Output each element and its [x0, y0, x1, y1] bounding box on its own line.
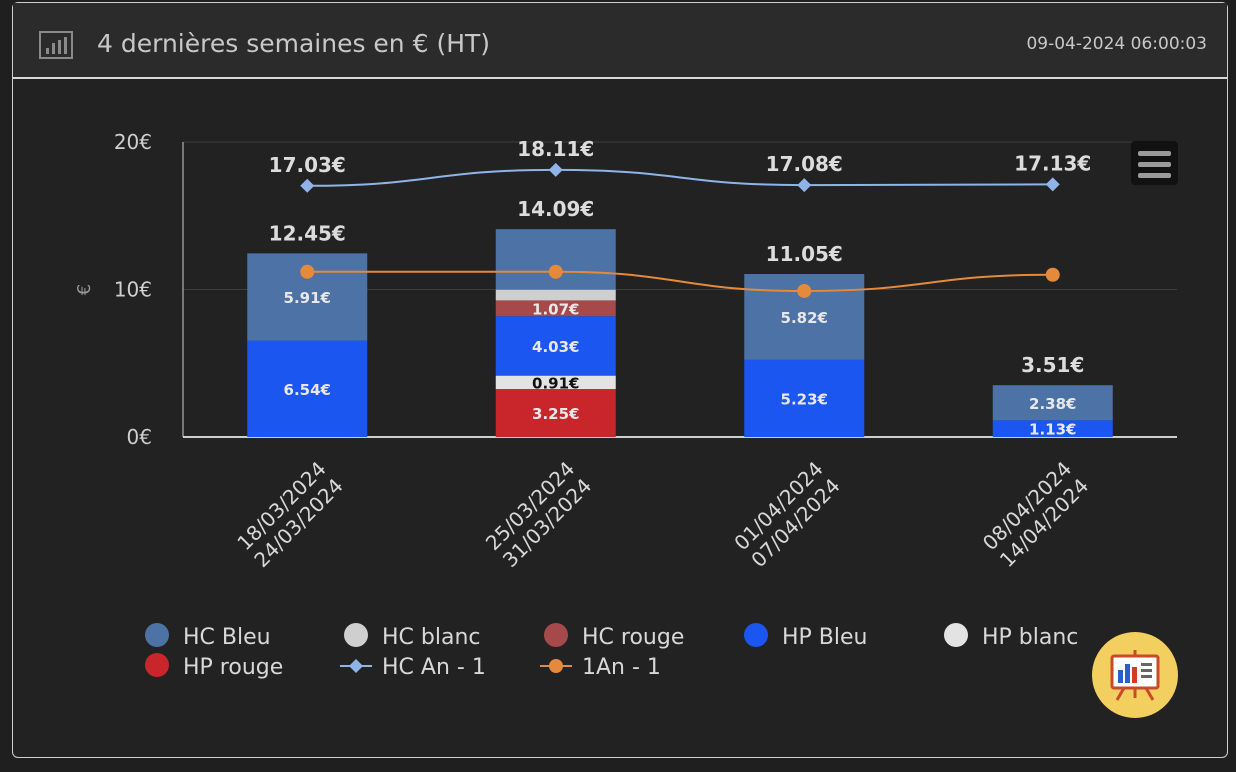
bar-segment[interactable] [744, 359, 865, 437]
bar-total-label: 14.09€ [517, 197, 594, 221]
segment-label: 1.13€ [1029, 421, 1076, 439]
bar-segment[interactable] [495, 289, 616, 301]
legend-label[interactable]: HC Bleu [183, 625, 271, 650]
segment-label: 4.03€ [532, 338, 579, 356]
x-tick-label: 18/03/202424/03/2024 [232, 457, 347, 572]
hamburger-menu-icon [1138, 162, 1171, 167]
bar-segment[interactable] [247, 340, 368, 437]
line-point[interactable] [300, 264, 315, 279]
segment-label: 6.54€ [284, 381, 331, 399]
x-tick-label: 25/03/202431/03/2024 [481, 457, 596, 572]
segment-label: 5.82€ [781, 309, 828, 327]
bar-segment[interactable] [992, 385, 1113, 421]
legend-marker [349, 659, 363, 673]
segment-label: 2.38€ [1029, 395, 1076, 413]
presentation-board-icon [1110, 650, 1160, 701]
line-point-label: 17.08€ [766, 152, 843, 176]
legend-swatch[interactable] [344, 623, 368, 647]
y-tick-label: 0€ [127, 425, 152, 449]
legend-marker [549, 659, 563, 673]
bar-segment[interactable] [495, 316, 616, 376]
series-line [307, 270, 1053, 292]
line-point-label: 17.13€ [1014, 151, 1091, 175]
x-tick-label: 08/04/202414/04/2024 [978, 457, 1093, 572]
bar-total-label: 3.51€ [1021, 353, 1084, 377]
legend-label[interactable]: 1An - 1 [582, 655, 661, 680]
segment-label: 5.91€ [284, 289, 331, 307]
legend-label[interactable]: HC rouge [582, 625, 684, 650]
bar-segment[interactable] [495, 375, 616, 390]
card-title: 4 dernières semaines en € (HT) [97, 29, 491, 58]
line-point[interactable] [797, 178, 812, 193]
hamburger-menu-icon [1138, 151, 1171, 156]
y-tick-label: 20€ [114, 130, 152, 154]
presentation-button[interactable] [1092, 632, 1178, 718]
bar-segment[interactable] [495, 229, 616, 290]
line-point[interactable] [1045, 177, 1060, 192]
line-point[interactable] [548, 162, 563, 177]
series-line [307, 168, 1053, 187]
y-tick-label: 10€ [114, 278, 152, 302]
line-point-label: 17.03€ [269, 153, 346, 177]
bar-total-label: 11.05€ [766, 242, 843, 266]
y-axis-label: € [74, 284, 95, 295]
segment-label: 5.23€ [781, 390, 828, 408]
card-header: 4 dernières semaines en € (HT) 09-04-202… [13, 3, 1227, 79]
segment-label: 3.25€ [532, 405, 579, 423]
segment-label: 1.07€ [532, 300, 579, 318]
line-point-label: 18.11€ [517, 137, 594, 161]
legend-swatch[interactable] [145, 653, 169, 677]
legend-swatch[interactable] [744, 623, 768, 647]
segment-label: 0.91€ [532, 374, 579, 392]
legend-label[interactable]: HP blanc [982, 625, 1078, 650]
legend-swatch[interactable] [145, 623, 169, 647]
bar-segment[interactable] [495, 389, 616, 437]
chart-card: 4 dernières semaines en € (HT) 09-04-202… [12, 2, 1228, 758]
line-point[interactable] [1045, 267, 1060, 282]
bar-segment[interactable] [992, 420, 1113, 437]
line-point[interactable] [548, 264, 563, 279]
hamburger-menu-icon [1138, 173, 1171, 178]
legend-swatch[interactable] [544, 623, 568, 647]
legend-label[interactable]: HP Bleu [782, 625, 868, 650]
legend-swatch[interactable] [944, 623, 968, 647]
bar-total-label: 12.45€ [269, 221, 346, 245]
legend-label[interactable]: HC blanc [382, 625, 481, 650]
legend-label[interactable]: HC An - 1 [382, 655, 486, 680]
x-tick-label: 01/04/202407/04/2024 [729, 457, 844, 572]
line-point[interactable] [797, 283, 812, 298]
bar-chart-icon [39, 31, 73, 59]
timestamp: 09-04-2024 06:00:03 [1026, 34, 1207, 54]
line-point[interactable] [300, 178, 315, 193]
bar-segment[interactable] [495, 300, 616, 317]
legend-label[interactable]: HP rouge [183, 655, 283, 680]
